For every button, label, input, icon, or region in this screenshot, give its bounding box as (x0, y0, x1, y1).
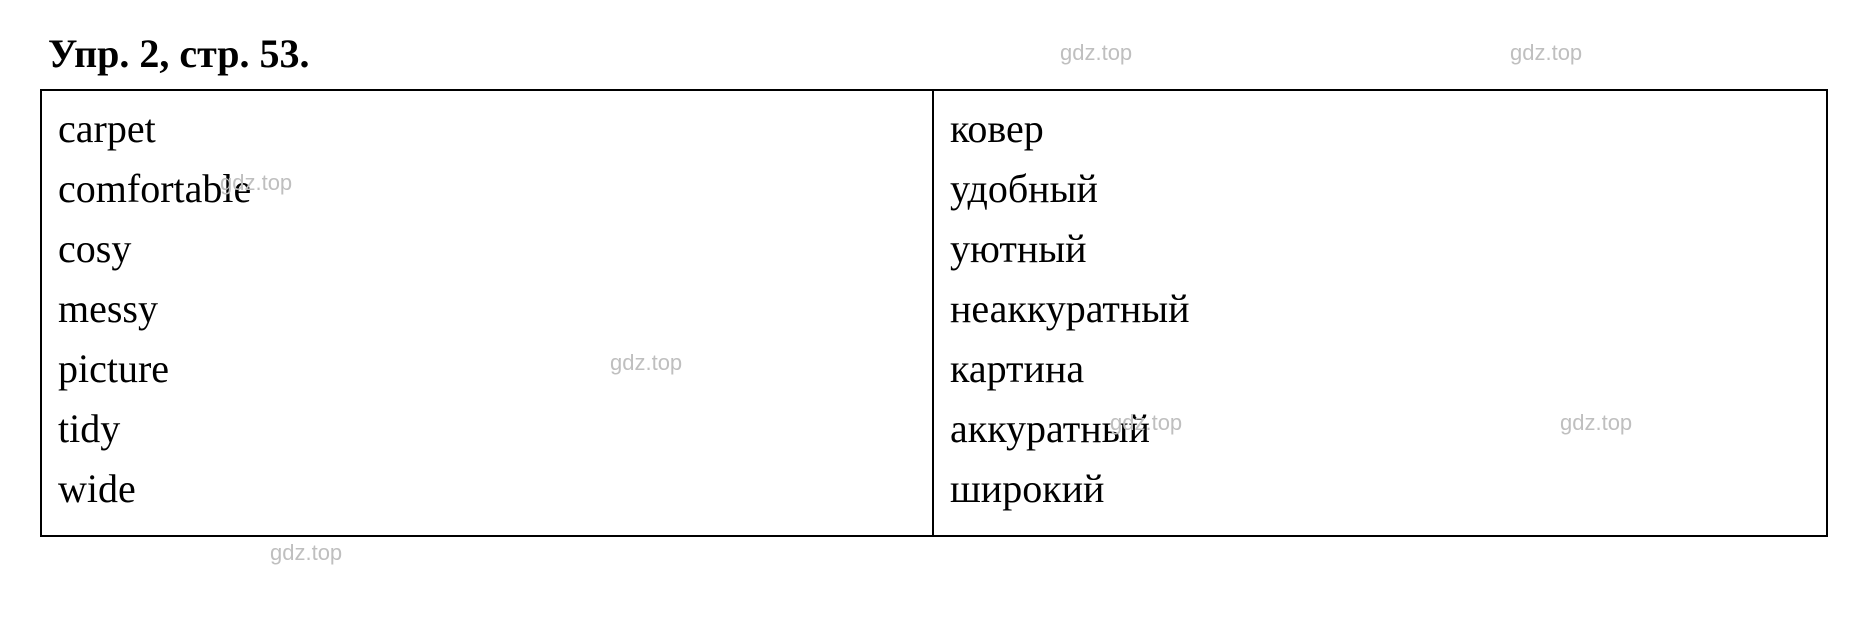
watermark-text: gdz.top (220, 170, 292, 196)
table-row: carpet (58, 99, 916, 159)
table-row: cosy (58, 219, 916, 279)
table-row: wide (58, 459, 916, 519)
watermark-text: gdz.top (1560, 410, 1632, 436)
table-row: tidy (58, 399, 916, 459)
english-column: carpet comfortable cosy messy picture ti… (42, 91, 934, 535)
table-row: ковер (950, 99, 1810, 159)
russian-column: ковер удобный уютный неаккуратный картин… (934, 91, 1826, 535)
table-row: picture (58, 339, 916, 399)
table-row: картина (950, 339, 1810, 399)
watermark-text: gdz.top (1110, 410, 1182, 436)
table-row: уютный (950, 219, 1810, 279)
table-row: удобный (950, 159, 1810, 219)
table-row: аккуратный (950, 399, 1810, 459)
table-row: messy (58, 279, 916, 339)
table-row: широкий (950, 459, 1810, 519)
table-row: comfortable (58, 159, 916, 219)
watermark-text: gdz.top (270, 540, 342, 566)
watermark-text: gdz.top (1060, 40, 1132, 66)
watermark-text: gdz.top (610, 350, 682, 376)
watermark-text: gdz.top (1510, 40, 1582, 66)
table-row: неаккуратный (950, 279, 1810, 339)
vocabulary-table: carpet comfortable cosy messy picture ti… (40, 89, 1828, 537)
